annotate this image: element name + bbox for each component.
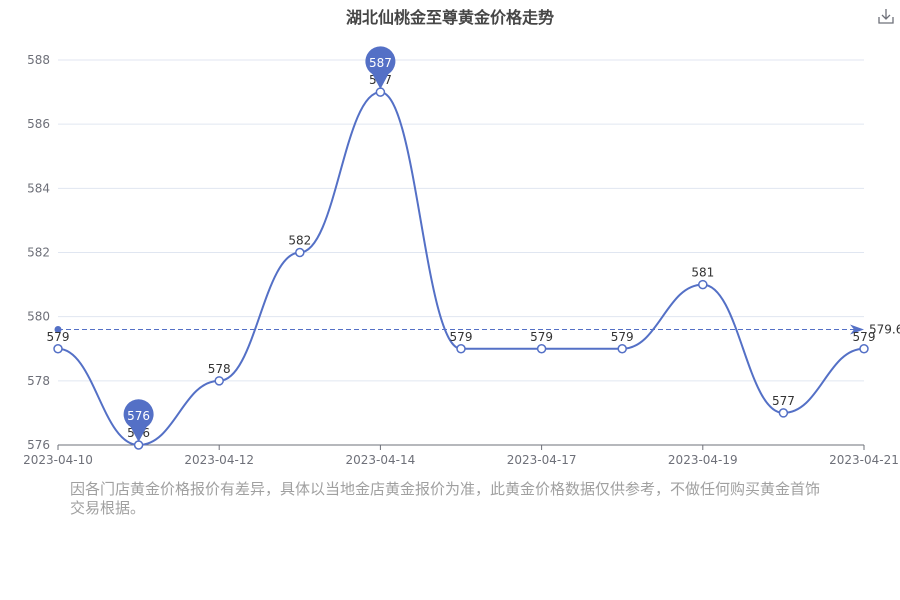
y-tick-label: 582 xyxy=(27,246,50,260)
disclaimer-text: 因各门店黄金价格报价有差异，具体以当地金店黄金报价为准，此黄金价格数据仅供参考，… xyxy=(70,480,821,517)
data-point xyxy=(214,376,224,386)
y-tick-label: 586 xyxy=(27,117,50,131)
grid-lines xyxy=(58,59,864,382)
min-mark-pin: 576 xyxy=(123,399,154,442)
data-label: 579 xyxy=(611,330,634,344)
data-label: 579 xyxy=(853,330,876,344)
price-line xyxy=(57,91,865,447)
mark-pin-shape xyxy=(123,399,154,442)
mark-pin-shape xyxy=(365,46,396,90)
x-tick-label: 2023-04-21 xyxy=(829,453,899,467)
y-tick-label: 580 xyxy=(27,310,50,324)
x-tick-label: 2023-04-10 xyxy=(23,453,93,467)
data-label: 579 xyxy=(530,330,553,344)
x-tick-label: 2023-04-17 xyxy=(507,453,577,467)
axes: 576 578 580 582 584 586 588 2023-04-10 2023-04-1… xyxy=(23,53,899,467)
data-point xyxy=(133,440,144,450)
data-label: 579 xyxy=(47,330,70,344)
data-label: 577 xyxy=(772,394,795,408)
data-point xyxy=(698,279,708,290)
data-label: 582 xyxy=(288,234,311,248)
average-line-arrow xyxy=(850,324,864,335)
y-tick-label: 578 xyxy=(27,374,50,388)
data-point xyxy=(536,344,547,354)
x-tick-label: 2023-04-19 xyxy=(668,453,738,467)
average-mark-line: 579.6 xyxy=(54,323,900,337)
y-tick-label: 588 xyxy=(27,53,50,67)
data-point xyxy=(617,344,627,354)
average-line-label: 579.6 xyxy=(869,323,900,337)
data-point xyxy=(456,344,466,354)
data-point xyxy=(375,87,386,97)
data-label: 579 xyxy=(450,330,473,344)
y-tick-label: 584 xyxy=(27,181,50,195)
x-tick-label: 2023-04-12 xyxy=(184,453,254,467)
data-label: 578 xyxy=(208,362,231,376)
data-point xyxy=(859,344,869,354)
max-mark-pin: 587 xyxy=(365,46,396,90)
data-point xyxy=(778,408,789,418)
mark-pin-label: 587 xyxy=(369,56,392,70)
y-tick-label: 576 xyxy=(27,438,50,452)
mark-points: 587 576 xyxy=(123,46,396,442)
data-point xyxy=(53,344,63,354)
chart-title: 湖北仙桃金至尊黄金价格走势 xyxy=(345,8,554,27)
price-series xyxy=(53,87,869,450)
data-label: 581 xyxy=(691,266,714,280)
mark-pin-label: 576 xyxy=(127,409,150,423)
data-labels: 579576578582587579579579581577579 xyxy=(47,73,876,440)
x-tick-label: 2023-04-14 xyxy=(346,453,416,467)
data-point xyxy=(295,247,305,258)
download-icon[interactable] xyxy=(876,6,896,26)
